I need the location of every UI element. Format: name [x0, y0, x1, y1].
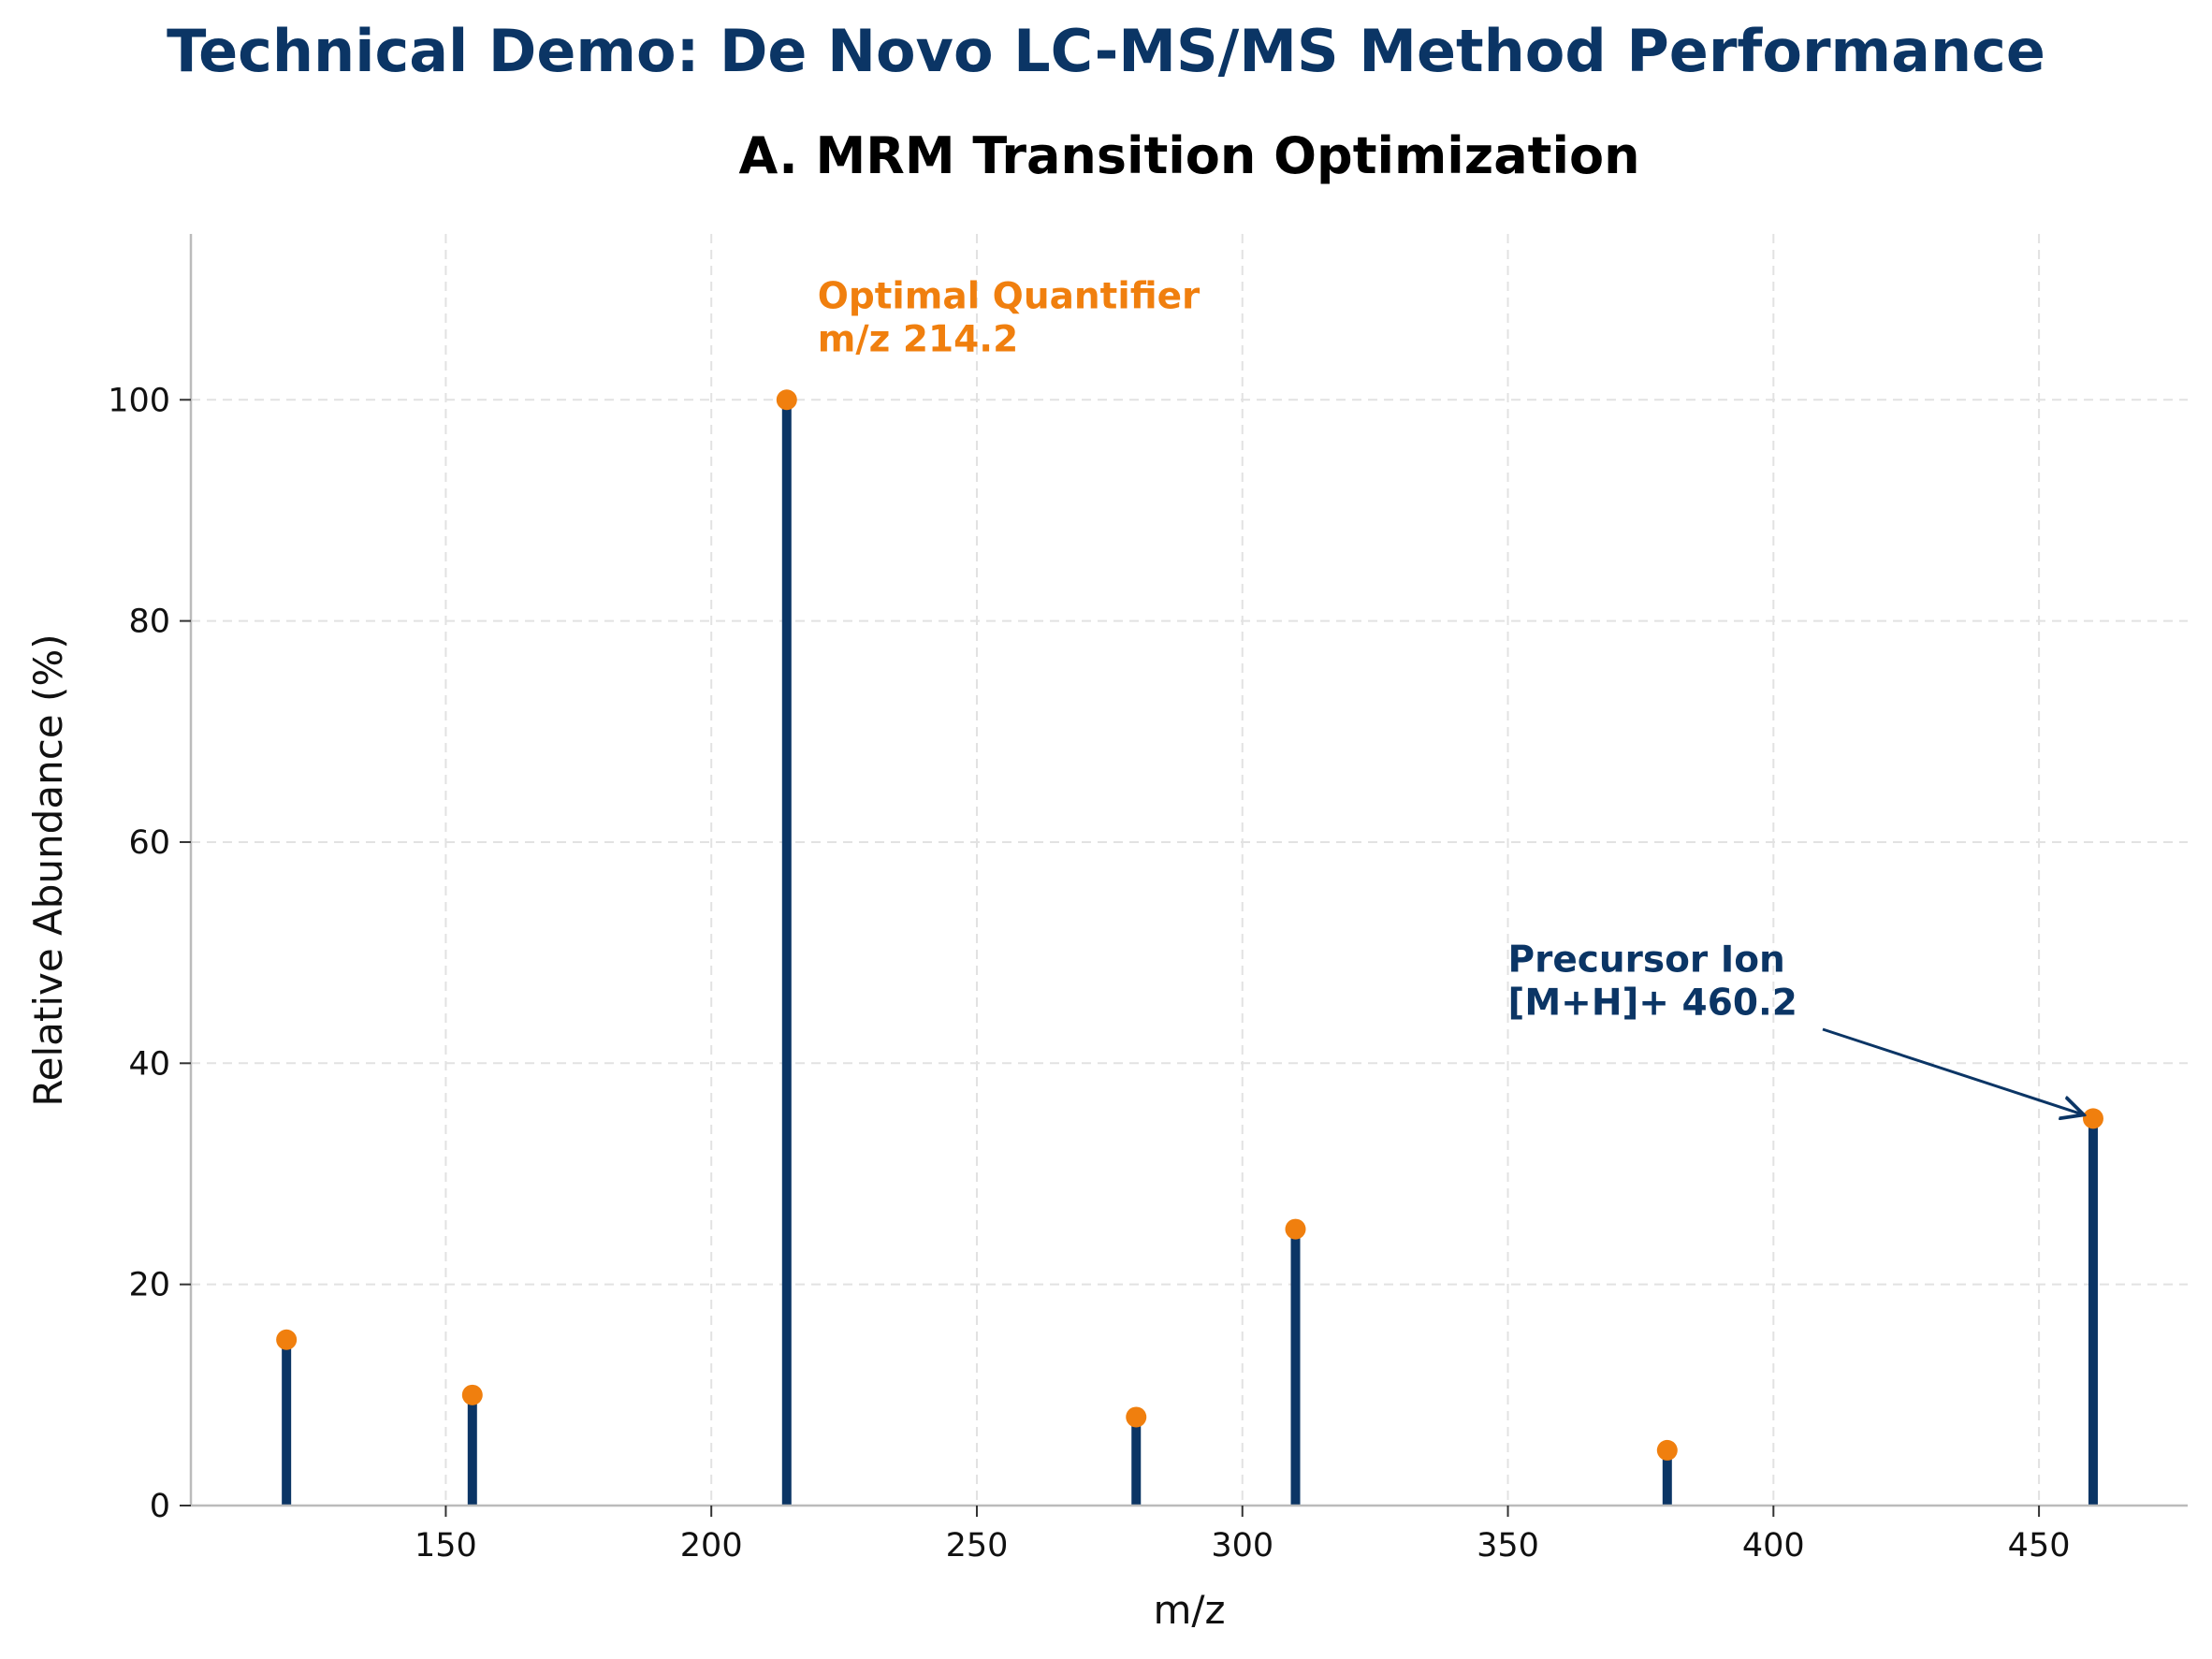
y-tick-label: 40 — [128, 1045, 170, 1083]
x-tick-label: 250 — [946, 1527, 1009, 1564]
stem-series — [282, 400, 2098, 1506]
grid-lines — [191, 234, 2188, 1506]
stem-marker — [1656, 1439, 1678, 1461]
marker-series — [276, 389, 2103, 1461]
y-tick-label: 0 — [150, 1488, 170, 1525]
annotation-text-precursor: Precursor Ion — [1508, 939, 1785, 982]
plot-area: 150 200 250 300 350 400 450 0 20 40 60 80 100 Optim… — [108, 234, 2188, 1564]
x-tick-label: 300 — [1211, 1527, 1273, 1564]
stem-marker — [461, 1384, 483, 1405]
stem-marker — [1285, 1218, 1306, 1240]
stem-marker — [2082, 1108, 2103, 1129]
y-tick-label: 60 — [128, 824, 170, 862]
stem-marker — [1126, 1406, 1147, 1428]
axis-spines — [189, 234, 2188, 1507]
stem-marker — [776, 389, 797, 411]
x-tick-label: 200 — [680, 1527, 743, 1564]
x-tick-label: 450 — [2008, 1527, 2071, 1564]
chart-title: A. MRM Transition Optimization — [738, 126, 1639, 185]
x-axis-ticks: 150 200 250 300 350 400 450 — [415, 1506, 2070, 1564]
y-tick-label: 80 — [128, 604, 170, 641]
x-tick-label: 350 — [1477, 1527, 1539, 1564]
stem-marker — [276, 1329, 298, 1350]
annotation-arrow-precursor — [1822, 1027, 2084, 1114]
y-axis-ticks: 0 20 40 60 80 100 — [108, 382, 191, 1525]
figure-suptitle: Technical Demo: De Novo LC-MS/MS Method … — [167, 17, 2045, 85]
x-axis-label: m/z — [1153, 1587, 1225, 1633]
y-tick-label: 20 — [128, 1267, 170, 1304]
annotation-text-precursor: [M+H]+ 460.2 — [1508, 982, 1797, 1025]
y-axis-label: Relative Abundance (%) — [25, 633, 71, 1106]
x-tick-label: 400 — [1742, 1527, 1805, 1564]
y-tick-label: 100 — [108, 382, 170, 419]
annotation-text-quantifier: m/z 214.2 — [818, 319, 1019, 361]
x-tick-label: 150 — [415, 1527, 477, 1564]
annotation-text-quantifier: Optimal Quantifier — [818, 276, 1201, 318]
